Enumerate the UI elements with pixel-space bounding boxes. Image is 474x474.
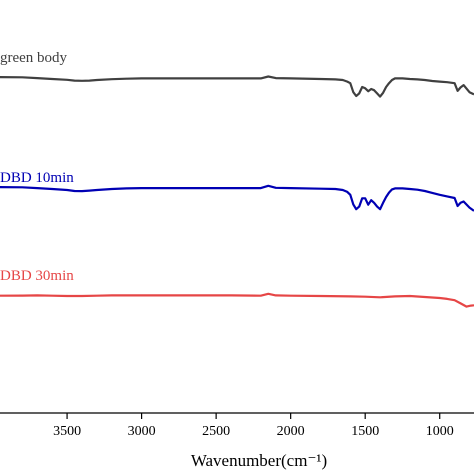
series-label: DBD 10min <box>0 170 74 186</box>
x-axis-label: Wavenumber(cm⁻¹) <box>191 451 327 470</box>
series-line <box>0 184 474 212</box>
x-tick-label: 2000 <box>277 424 305 439</box>
x-tick-label: 1500 <box>351 424 379 439</box>
x-tick-layer: 3500 3000 2500 2000 1500 1000 <box>53 413 454 439</box>
series-line <box>0 75 474 98</box>
x-tick-label: 1000 <box>426 424 454 439</box>
x-tick-label: 3500 <box>53 424 81 439</box>
x-tick-label: 2500 <box>202 424 230 439</box>
series-layer <box>0 75 474 308</box>
series-label: green body <box>0 50 68 66</box>
series-label-layer: green body DBD 10min DBD 30min <box>0 50 74 284</box>
x-tick-label: 3000 <box>128 424 156 439</box>
series-line <box>0 292 474 308</box>
series-label: DBD 30min <box>0 268 74 284</box>
